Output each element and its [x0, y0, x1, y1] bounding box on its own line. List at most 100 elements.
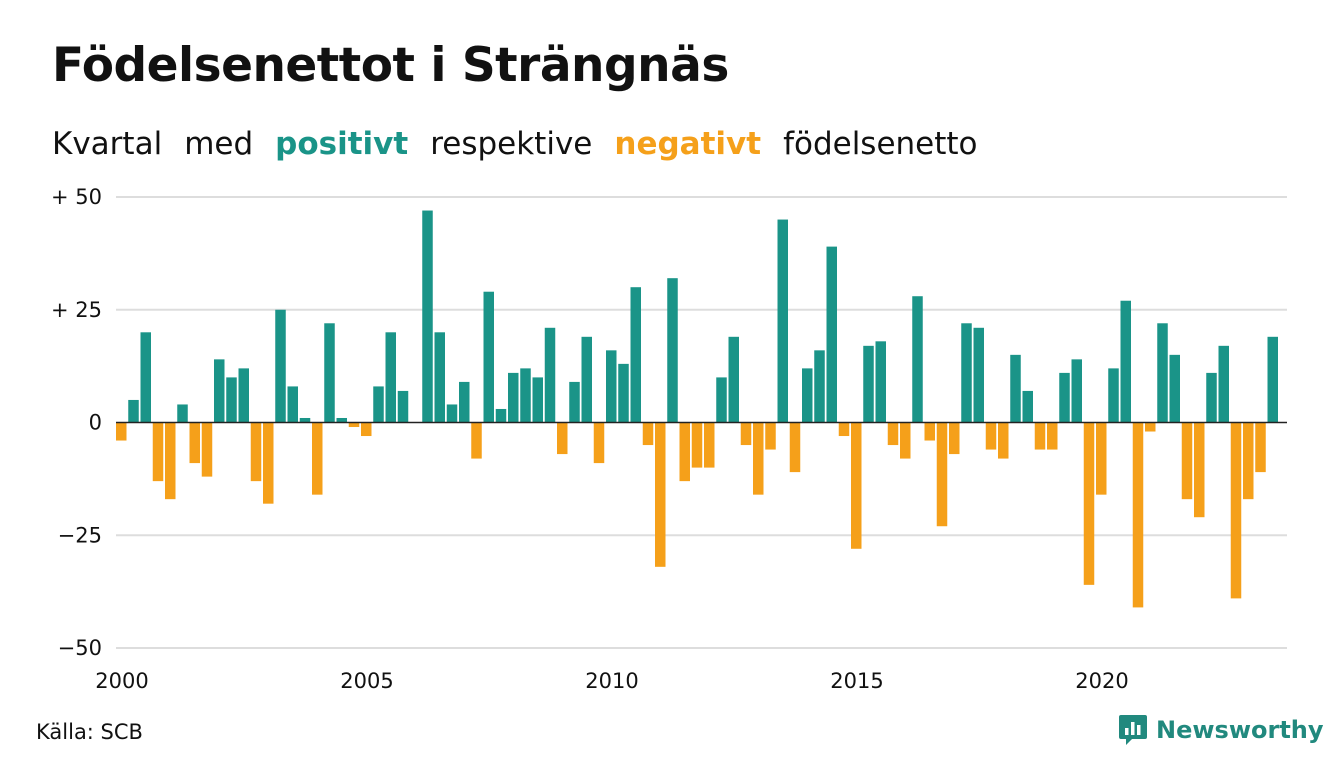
bar — [275, 309, 286, 423]
source-note: Källa: SCB — [36, 720, 143, 744]
bar — [508, 372, 519, 423]
x-tick-label: 2020 — [1075, 669, 1128, 693]
bar — [924, 422, 935, 441]
bar — [618, 363, 629, 423]
bar — [520, 368, 531, 423]
bar — [116, 422, 127, 441]
y-tick-label: + 25 — [51, 298, 102, 322]
bar — [740, 422, 752, 446]
bar — [544, 327, 556, 423]
bar — [985, 422, 997, 450]
bar — [324, 323, 335, 423]
bar — [593, 422, 605, 464]
bar — [679, 422, 690, 482]
bar — [838, 422, 850, 437]
bar — [1194, 422, 1205, 518]
y-tick-label: 0 — [89, 411, 102, 435]
subtitle-word-fodelsenetto: födelsenetto — [783, 126, 978, 162]
bar — [557, 422, 568, 455]
bar — [998, 422, 1009, 459]
bar — [128, 399, 139, 423]
bar — [385, 332, 396, 423]
chart-title: Födelsenettot i Strängnäs — [52, 38, 729, 93]
bar — [201, 422, 213, 477]
bar — [434, 332, 445, 423]
bar — [1010, 354, 1021, 423]
bar — [863, 345, 874, 423]
bar — [1243, 422, 1254, 500]
bar — [299, 417, 311, 423]
bar — [152, 422, 164, 482]
subtitle-word-respektive: respektive — [430, 126, 593, 162]
bar — [936, 422, 948, 527]
bar — [606, 350, 617, 423]
bar — [949, 422, 960, 455]
bar — [459, 381, 470, 423]
bar — [655, 422, 666, 567]
bar — [1108, 368, 1119, 423]
bar — [532, 377, 543, 423]
bar — [777, 219, 788, 423]
bar — [667, 278, 678, 423]
bar — [1132, 422, 1144, 608]
subtitle-word-kvartal: Kvartal — [52, 126, 163, 162]
subtitle-word-med: med — [184, 126, 254, 162]
bar — [900, 422, 911, 459]
bar — [312, 422, 323, 495]
bar — [1096, 422, 1107, 495]
bar — [1022, 390, 1033, 423]
bar — [397, 390, 409, 423]
bar — [1267, 336, 1278, 423]
bar — [263, 422, 274, 504]
bar — [287, 386, 298, 423]
bar — [851, 422, 862, 549]
bar — [495, 408, 507, 423]
bar — [165, 422, 176, 500]
bar — [802, 368, 813, 423]
bar — [373, 386, 384, 423]
y-tick-label: −25 — [58, 523, 102, 547]
bar — [912, 296, 923, 423]
bar — [728, 336, 739, 423]
bar — [1169, 354, 1180, 423]
chart-subtitle: Kvartal med positivt respektive negativt föde… — [52, 126, 1000, 162]
bar — [1047, 422, 1058, 450]
bar — [569, 381, 580, 423]
bar — [422, 210, 433, 423]
bar — [1206, 372, 1217, 423]
bar — [1034, 422, 1046, 450]
bar — [630, 287, 641, 423]
bar — [140, 332, 151, 423]
subtitle-positive-label: positivt — [275, 126, 409, 162]
bar — [483, 291, 494, 423]
bar — [471, 422, 482, 459]
subtitle-negative-label: negativt — [614, 126, 762, 162]
x-tick-label: 2000 — [95, 669, 148, 693]
bar — [765, 422, 776, 450]
bar — [581, 336, 592, 423]
bar — [642, 422, 654, 446]
bar — [826, 246, 837, 423]
x-tick-label: 2010 — [585, 669, 638, 693]
bar — [1059, 372, 1070, 423]
bar — [226, 377, 237, 423]
bar — [875, 341, 886, 423]
y-tick-label: −50 — [58, 636, 102, 660]
bar — [716, 377, 727, 423]
bar — [961, 323, 972, 423]
bar — [336, 417, 347, 423]
bar — [1255, 422, 1266, 473]
bar — [1083, 422, 1095, 585]
bar — [1120, 300, 1131, 423]
bar — [887, 422, 899, 446]
bar — [1071, 359, 1082, 423]
bar — [189, 422, 200, 464]
bar — [250, 422, 262, 482]
bar — [177, 404, 188, 423]
x-tick-label: 2015 — [830, 669, 883, 693]
bar — [446, 404, 458, 423]
bar — [789, 422, 801, 473]
bar — [361, 422, 372, 437]
bar — [1157, 323, 1168, 423]
